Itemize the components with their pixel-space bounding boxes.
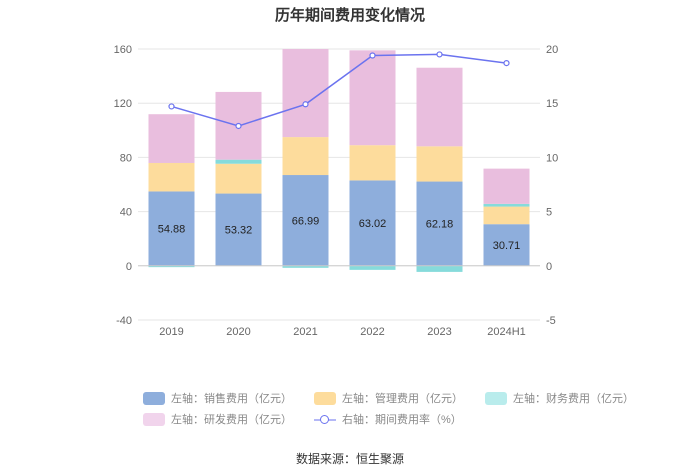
bar-rd [349, 50, 396, 146]
legend-item-rd[interactable]: 左轴：研发费用（亿元） [143, 411, 292, 427]
legend-row-1: 左轴：销售费用（亿元） 左轴：管理费用（亿元） 左轴：财务费用（亿元） [143, 390, 656, 406]
bar-admin [282, 137, 329, 176]
legend-label-sales: 左轴：销售费用（亿元） [171, 393, 292, 405]
legend-swatch-finance [485, 391, 507, 405]
bar-admin [215, 163, 262, 194]
legend-item-finance[interactable]: 左轴：财务费用（亿元） [485, 390, 634, 406]
x-tick-label: 2022 [360, 326, 384, 338]
bar-finance [215, 159, 262, 164]
y-right-tick-label: 10 [546, 152, 558, 164]
bar-rd [483, 168, 530, 204]
rate-point [436, 51, 443, 58]
bar-admin [148, 162, 195, 192]
rate-line [171, 53, 507, 127]
bar-finance [148, 265, 195, 268]
rate-point [235, 122, 242, 130]
bar-value-label: 62.18 [426, 219, 454, 231]
y-left-tick-label: 80 [120, 152, 132, 164]
legend-label-rate: 右轴：期间费用率（%） [342, 414, 462, 426]
bar-value-label: 30.71 [493, 240, 521, 252]
chart-title: 历年期间费用变化情况 [274, 7, 425, 24]
bar-finance [416, 265, 463, 272]
bar-value-label: 54.88 [158, 224, 186, 236]
y-left-tick-label: 0 [126, 261, 132, 273]
y-right-tick-label: 0 [546, 261, 552, 273]
x-tick-label: 2019 [159, 326, 183, 338]
bar-value-label: 63.02 [359, 218, 387, 230]
x-tick-label: 2024H1 [487, 326, 526, 338]
x-tick-label: 2020 [226, 326, 250, 338]
legend-label-admin: 左轴：管理费用（亿元） [342, 393, 463, 405]
legend-swatch-rate [314, 413, 336, 426]
bar-value-label: 66.99 [292, 215, 320, 227]
bar-admin [349, 145, 396, 181]
bar-sales [148, 191, 195, 266]
legend-row-2: 左轴：研发费用（亿元） 右轴：期间费用率（%） [143, 411, 484, 427]
legend-swatch-rd [143, 412, 165, 426]
bar-finance [282, 265, 329, 268]
bar-rd [148, 114, 195, 163]
y-right-tick-label: 20 [546, 44, 558, 56]
legend-swatch-admin [314, 391, 336, 405]
bar-sales [215, 193, 262, 266]
y-left-tick-label: 40 [120, 207, 132, 219]
legend-item-rate[interactable]: 右轴：期间费用率（%） [314, 411, 462, 427]
legend-item-admin[interactable]: 左轴：管理费用（亿元） [314, 390, 463, 406]
bar-admin [483, 206, 530, 225]
y-right-tick-label: 5 [546, 207, 552, 219]
bar-sales [483, 224, 530, 266]
bar-sales [416, 181, 463, 266]
y-left-tick-label: 120 [114, 98, 132, 110]
bar-sales [349, 180, 396, 266]
y-right-tick-label: -5 [546, 315, 556, 327]
rate-point [302, 101, 309, 108]
legend-label-rd: 左轴：研发费用（亿元） [171, 414, 292, 426]
rate-point [168, 103, 175, 110]
data-source: 数据来源：恒生聚源 [295, 452, 404, 466]
legend-item-sales[interactable]: 左轴：销售费用（亿元） [143, 390, 292, 406]
bar-rd [416, 67, 463, 147]
y-left-tick-label: 160 [114, 44, 132, 56]
legend-label-finance: 左轴：财务费用（亿元） [513, 393, 634, 405]
x-tick-label: 2023 [427, 326, 451, 338]
rate-point [369, 52, 376, 59]
bar-finance [349, 265, 396, 270]
bar-value-label: 53.32 [225, 225, 253, 237]
bar-finance [483, 203, 530, 207]
x-tick-label: 2021 [293, 326, 317, 338]
bar-admin [416, 146, 463, 182]
rate-point [503, 59, 510, 67]
legend-swatch-sales [143, 391, 165, 405]
y-right-tick-label: 15 [546, 98, 558, 110]
y-left-tick-label: -40 [116, 315, 132, 327]
bar-sales [282, 175, 329, 266]
